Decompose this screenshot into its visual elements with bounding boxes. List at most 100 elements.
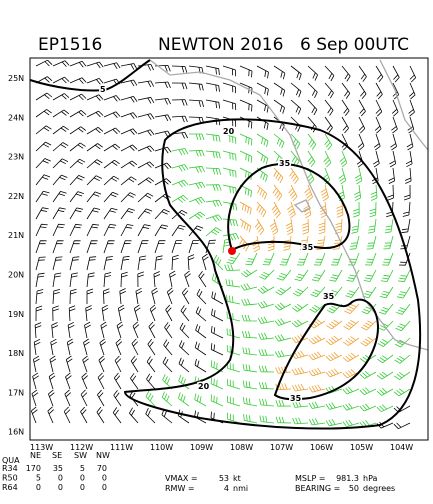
wind-barb	[211, 308, 224, 322]
wind-barb	[35, 174, 51, 186]
lat-label: 20N	[8, 271, 24, 280]
wind-barb	[69, 256, 80, 271]
wind-barb	[240, 269, 258, 278]
wind-barb	[226, 252, 241, 265]
wind-barb	[188, 181, 206, 190]
wind-barb	[188, 211, 206, 220]
stat-label: RMW =	[165, 484, 195, 493]
wind-barb	[258, 382, 275, 390]
wind-barb	[80, 406, 88, 424]
wind-barb	[273, 150, 284, 166]
wind-barb	[291, 319, 309, 328]
lon-label: 106W	[310, 443, 333, 452]
wind-barb	[52, 60, 70, 67]
wind-barb	[69, 60, 87, 68]
wind-barb	[35, 125, 52, 135]
wind-barb	[52, 125, 69, 135]
wind-barb	[409, 65, 417, 83]
lon-label: 112W	[70, 443, 93, 452]
wind-barb	[35, 240, 47, 254]
wind-barb	[194, 341, 207, 356]
lon-label: 113W	[30, 443, 53, 452]
wind-barb	[394, 354, 411, 364]
wind-barb	[120, 240, 132, 254]
wind-barb	[360, 320, 377, 331]
wind-barb	[120, 192, 136, 203]
wind-barb	[409, 82, 416, 100]
wind-barb	[32, 372, 39, 390]
contour-labels: 5 20 20 35 35 35 35	[99, 84, 337, 405]
wind-barb	[343, 320, 360, 330]
wind-barb	[292, 400, 309, 408]
wind-barb	[86, 191, 102, 203]
wind-barb	[171, 65, 188, 73]
wind-barb	[358, 82, 367, 100]
wind-barb	[147, 338, 156, 356]
wind-barb	[323, 150, 332, 168]
wind-barb	[35, 92, 53, 101]
wind-barb	[365, 252, 377, 266]
wind-barb	[171, 195, 189, 203]
wind-barb	[86, 159, 103, 169]
table-cell: 0	[36, 483, 41, 492]
wind-barb	[327, 286, 343, 298]
table-cell: 5	[36, 474, 41, 483]
wind-barb	[50, 338, 57, 356]
wind-barb	[274, 334, 292, 342]
wind-barb	[275, 399, 292, 407]
lat-label: 19N	[8, 310, 24, 319]
wind-barb	[65, 355, 73, 373]
wind-barb	[86, 94, 104, 101]
wind-barb	[222, 99, 237, 111]
wind-barb	[120, 128, 138, 135]
wind-barb	[388, 167, 395, 184]
wind-barb	[69, 272, 78, 288]
wind-barb	[290, 99, 302, 115]
wind-barb	[213, 254, 224, 271]
wind-barb	[34, 322, 42, 339]
contour-label: 35	[302, 243, 314, 252]
stat-value: 981.3	[336, 474, 359, 483]
wind-barb	[133, 304, 141, 322]
wind-barb	[100, 321, 108, 339]
wind-barb	[259, 269, 275, 280]
wind-barb	[406, 133, 414, 151]
wind-barb	[117, 304, 125, 322]
wind-barb	[393, 388, 411, 397]
wind-barb	[307, 82, 318, 98]
wind-barb	[86, 110, 104, 118]
storm-name: NEWTON 2016	[158, 35, 283, 55]
wind-barb	[195, 306, 207, 322]
wind-barb	[83, 338, 90, 356]
wind-barb	[154, 240, 166, 254]
wind-barb	[67, 321, 75, 339]
wind-barb	[378, 320, 394, 331]
wind-barb	[137, 208, 153, 220]
wind-barb	[391, 99, 399, 117]
wind-barb	[132, 321, 140, 339]
wind-barb	[161, 391, 173, 407]
wind-barb	[194, 393, 207, 407]
wind-barb	[69, 126, 87, 135]
wind-barb	[205, 99, 221, 109]
wind-barb	[243, 413, 258, 424]
wind-barb	[296, 252, 309, 266]
wind-barb	[210, 343, 224, 356]
wind-barb	[84, 321, 91, 339]
wind-barb	[103, 127, 121, 135]
wind-barb	[211, 291, 224, 305]
wind-barb	[63, 406, 71, 424]
wind-barb	[256, 99, 269, 113]
wind-barb	[120, 79, 138, 87]
wind-barb	[205, 82, 220, 92]
wind-barb	[242, 363, 258, 373]
wind-barb	[52, 272, 62, 288]
wind-barb	[352, 201, 360, 218]
contour-label: 20	[198, 382, 210, 391]
wind-barb	[178, 392, 190, 407]
wind-barb	[319, 201, 328, 219]
wind-barb	[137, 177, 155, 186]
wind-barb	[194, 358, 207, 373]
wind-barb	[375, 99, 383, 117]
wind-barb	[338, 167, 347, 185]
